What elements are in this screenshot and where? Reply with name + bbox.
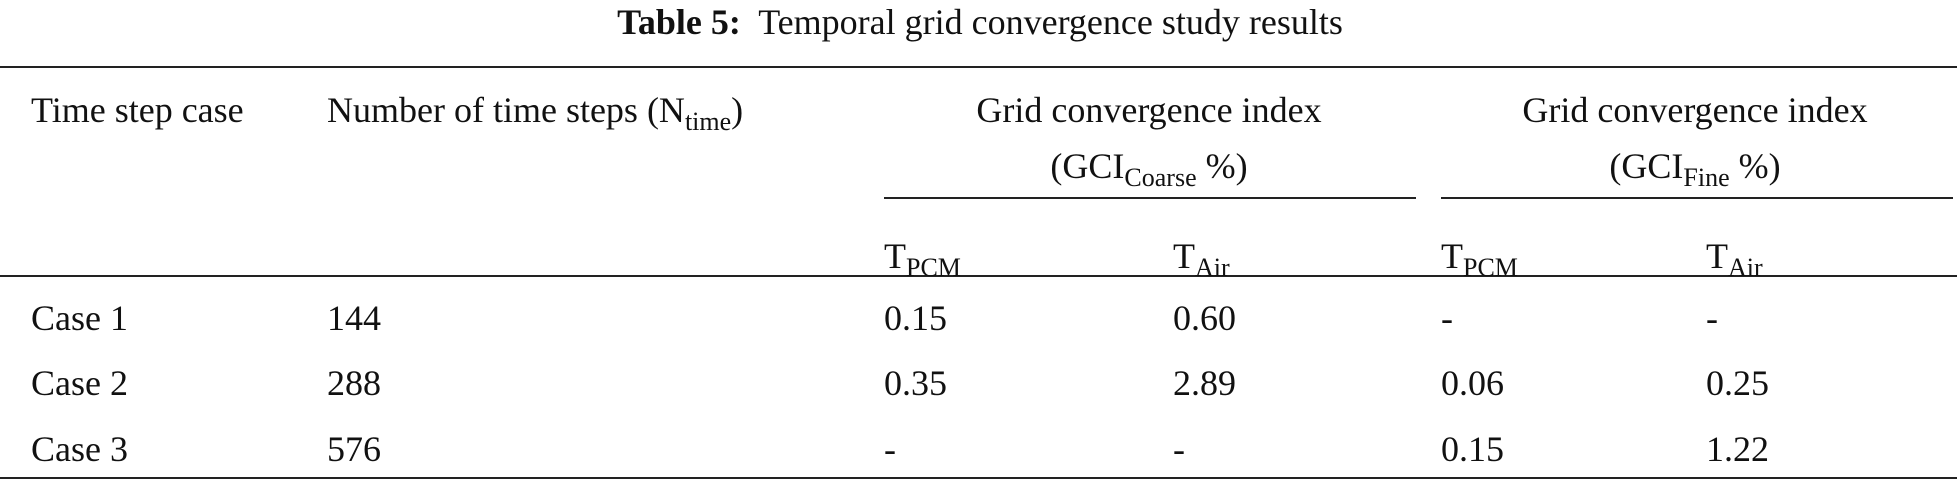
group-rule bbox=[1441, 197, 1953, 199]
caption: Table 5: Temporal grid convergence study… bbox=[617, 4, 1343, 40]
header-cell: Number of time steps (Ntime) bbox=[327, 90, 744, 135]
table-cell: 1.22 bbox=[1706, 429, 1769, 469]
group-title: Grid convergence index bbox=[976, 90, 1322, 130]
header-cell: TAir bbox=[1173, 236, 1230, 281]
bottom-rule bbox=[0, 477, 1957, 479]
header-text: T bbox=[884, 236, 906, 276]
header-cell: TAir bbox=[1706, 236, 1763, 281]
top-rule bbox=[0, 66, 1957, 68]
header-cell: TPCM bbox=[1441, 236, 1518, 281]
table-cell: - bbox=[1441, 298, 1453, 338]
header-subscript: time bbox=[684, 107, 732, 136]
caption-text: Temporal grid convergence study results bbox=[758, 2, 1343, 42]
header-cell: (GCICoarse %) bbox=[1050, 146, 1248, 191]
header-rule bbox=[0, 275, 1957, 277]
header-text: (GCI bbox=[1050, 146, 1125, 186]
table-cell: 0.15 bbox=[1441, 429, 1504, 469]
header-text: T bbox=[1706, 236, 1728, 276]
header-subscript: Coarse bbox=[1124, 163, 1197, 192]
table-cell: Case 2 bbox=[31, 363, 128, 403]
header-subscript: PCM bbox=[1463, 253, 1518, 282]
group-title: Grid convergence index bbox=[1522, 90, 1868, 130]
table-cell: 2.89 bbox=[1173, 363, 1236, 403]
header-text: %) bbox=[1729, 146, 1781, 186]
table-cell: - bbox=[884, 429, 896, 469]
header-text: T bbox=[1441, 236, 1463, 276]
group-rule bbox=[884, 197, 1416, 199]
header-text: (GCI bbox=[1609, 146, 1684, 186]
caption-label: Table 5: bbox=[617, 2, 741, 42]
table-cell: 0.35 bbox=[884, 363, 947, 403]
header-text: %) bbox=[1196, 146, 1248, 186]
table-cell: 576 bbox=[327, 429, 381, 469]
header-cell: TPCM bbox=[884, 236, 961, 281]
header-subscript: Air bbox=[1728, 253, 1763, 282]
table-cell: - bbox=[1173, 429, 1185, 469]
table-cell: 0.06 bbox=[1441, 363, 1504, 403]
table-cell: 0.25 bbox=[1706, 363, 1769, 403]
table-cell: 144 bbox=[327, 298, 381, 338]
table-cell: - bbox=[1706, 298, 1718, 338]
header-cell: Time step case bbox=[31, 90, 244, 130]
table-cell: Case 1 bbox=[31, 298, 128, 338]
header-text: Number of time steps (N bbox=[327, 90, 685, 130]
header-text: ) bbox=[731, 90, 744, 130]
header-subscript: Air bbox=[1195, 253, 1230, 282]
header-subscript: Fine bbox=[1683, 163, 1730, 192]
table-cell: 0.60 bbox=[1173, 298, 1236, 338]
header-subscript: PCM bbox=[906, 253, 961, 282]
table-cell: Case 3 bbox=[31, 429, 128, 469]
header-cell: (GCIFine %) bbox=[1609, 146, 1781, 191]
table-cell: 0.15 bbox=[884, 298, 947, 338]
header-text: T bbox=[1173, 236, 1195, 276]
table-cell: 288 bbox=[327, 363, 381, 403]
